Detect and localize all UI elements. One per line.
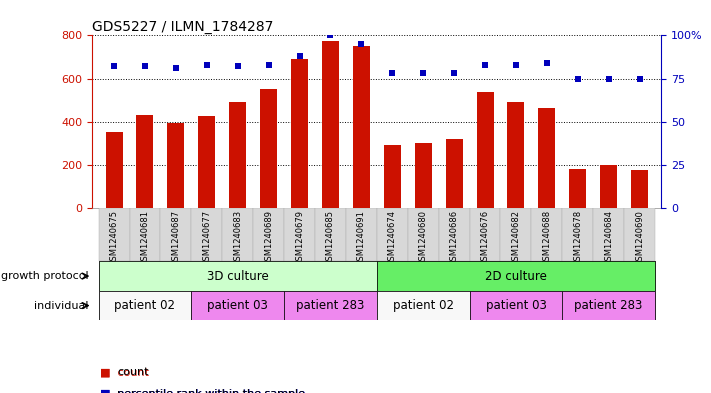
Bar bbox=[315, 208, 346, 261]
Bar bbox=[407, 208, 439, 261]
Bar bbox=[415, 143, 432, 208]
Bar bbox=[508, 102, 525, 208]
Bar bbox=[191, 208, 223, 261]
Text: GSM1240683: GSM1240683 bbox=[233, 210, 242, 266]
Text: ■: ■ bbox=[100, 389, 110, 393]
Text: GSM1240678: GSM1240678 bbox=[573, 210, 582, 266]
Text: patient 03: patient 03 bbox=[486, 299, 546, 312]
Bar bbox=[562, 291, 655, 320]
Text: ■  count: ■ count bbox=[100, 367, 149, 377]
Text: ■: ■ bbox=[100, 367, 110, 377]
Bar bbox=[377, 291, 469, 320]
Point bbox=[510, 62, 522, 68]
Bar bbox=[346, 208, 377, 261]
Bar bbox=[446, 139, 463, 208]
Text: GSM1240676: GSM1240676 bbox=[481, 210, 490, 266]
Point bbox=[572, 75, 584, 82]
Bar bbox=[105, 132, 122, 208]
Bar bbox=[593, 208, 624, 261]
Text: GSM1240675: GSM1240675 bbox=[109, 210, 119, 266]
Bar bbox=[284, 291, 377, 320]
Bar bbox=[570, 169, 587, 208]
Point bbox=[232, 63, 243, 70]
Bar bbox=[198, 116, 215, 208]
Bar bbox=[99, 291, 191, 320]
Text: percentile rank within the sample: percentile rank within the sample bbox=[117, 389, 305, 393]
Point bbox=[139, 63, 151, 70]
Bar bbox=[260, 90, 277, 208]
Text: GSM1240687: GSM1240687 bbox=[171, 210, 181, 266]
Bar bbox=[291, 59, 308, 208]
Point bbox=[449, 70, 460, 77]
Text: GDS5227 / ILMN_1784287: GDS5227 / ILMN_1784287 bbox=[92, 20, 274, 34]
Text: count: count bbox=[117, 367, 149, 377]
Point bbox=[108, 63, 119, 70]
Bar bbox=[229, 102, 246, 208]
Bar bbox=[562, 208, 593, 261]
Text: patient 02: patient 02 bbox=[392, 299, 454, 312]
Bar bbox=[99, 208, 129, 261]
Bar bbox=[384, 145, 401, 208]
Bar bbox=[191, 291, 284, 320]
Point bbox=[603, 75, 614, 82]
Bar bbox=[322, 41, 339, 208]
Bar bbox=[377, 261, 655, 291]
Bar bbox=[161, 208, 191, 261]
Point bbox=[170, 65, 181, 72]
Text: GSM1240684: GSM1240684 bbox=[604, 210, 613, 266]
Bar bbox=[377, 208, 407, 261]
Bar bbox=[631, 171, 648, 208]
Text: GSM1240691: GSM1240691 bbox=[357, 210, 366, 266]
Text: GSM1240677: GSM1240677 bbox=[203, 210, 211, 266]
Bar bbox=[600, 165, 617, 208]
Text: 2D culture: 2D culture bbox=[485, 270, 547, 283]
Bar bbox=[284, 208, 315, 261]
Text: GSM1240682: GSM1240682 bbox=[511, 210, 520, 266]
Bar bbox=[137, 116, 154, 208]
Bar bbox=[167, 123, 184, 208]
Bar bbox=[439, 208, 469, 261]
Text: individual: individual bbox=[34, 301, 89, 310]
Bar bbox=[531, 208, 562, 261]
Point bbox=[294, 53, 305, 59]
Bar bbox=[624, 208, 655, 261]
Text: ■  percentile rank within the sample: ■ percentile rank within the sample bbox=[100, 389, 305, 393]
Text: patient 02: patient 02 bbox=[114, 299, 176, 312]
Point bbox=[541, 60, 552, 66]
Bar bbox=[501, 208, 531, 261]
Bar bbox=[99, 261, 377, 291]
Text: GSM1240686: GSM1240686 bbox=[449, 210, 459, 266]
Text: GSM1240679: GSM1240679 bbox=[295, 210, 304, 266]
Bar bbox=[538, 108, 555, 208]
Text: patient 03: patient 03 bbox=[208, 299, 268, 312]
Bar bbox=[223, 208, 253, 261]
Text: GSM1240674: GSM1240674 bbox=[387, 210, 397, 266]
Text: patient 283: patient 283 bbox=[296, 299, 365, 312]
Point bbox=[263, 62, 274, 68]
Text: GSM1240688: GSM1240688 bbox=[542, 210, 551, 266]
Point bbox=[634, 75, 646, 82]
Text: GSM1240689: GSM1240689 bbox=[264, 210, 273, 266]
Bar bbox=[469, 291, 562, 320]
Text: growth protocol: growth protocol bbox=[1, 271, 89, 281]
Bar bbox=[253, 208, 284, 261]
Text: GSM1240685: GSM1240685 bbox=[326, 210, 335, 266]
Bar bbox=[353, 46, 370, 208]
Text: GSM1240690: GSM1240690 bbox=[635, 210, 644, 266]
Point bbox=[201, 62, 213, 68]
Text: 3D culture: 3D culture bbox=[207, 270, 269, 283]
Text: GSM1240681: GSM1240681 bbox=[141, 210, 149, 266]
Point bbox=[479, 62, 491, 68]
Point bbox=[325, 32, 336, 39]
Point bbox=[356, 41, 367, 47]
Point bbox=[417, 70, 429, 77]
Bar bbox=[469, 208, 501, 261]
Text: patient 283: patient 283 bbox=[574, 299, 643, 312]
Point bbox=[387, 70, 398, 77]
Bar bbox=[129, 208, 161, 261]
Bar bbox=[476, 92, 493, 208]
Text: GSM1240680: GSM1240680 bbox=[419, 210, 428, 266]
